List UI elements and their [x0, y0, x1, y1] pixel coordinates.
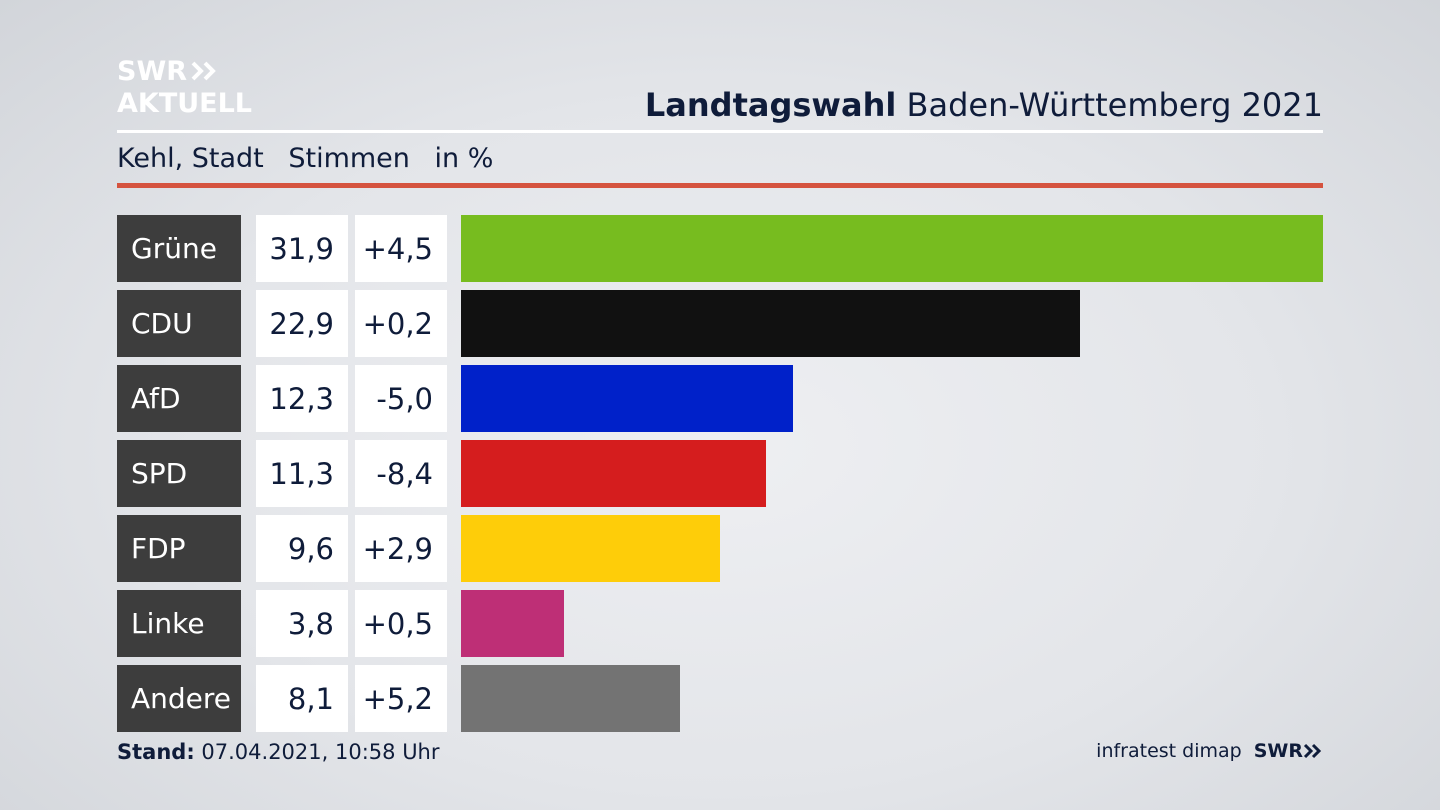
source-text: infratest dimap — [1096, 740, 1242, 762]
stand-value: 07.04.2021, 10:58 Uhr — [201, 740, 440, 764]
swr-aktuell-logo: SWR AKTUELL — [117, 55, 253, 119]
chevrons-icon — [191, 61, 216, 81]
result-bar — [461, 665, 680, 732]
result-row: CDU 22,9 +0,2 — [117, 290, 1323, 357]
footer-swr-text: SWR — [1253, 740, 1303, 762]
vote-share-value: 11,3 — [256, 440, 348, 507]
footer-chevrons-icon — [1303, 743, 1322, 759]
vote-share-value: 12,3 — [256, 365, 348, 432]
party-label: Grüne — [117, 215, 241, 282]
logo-aktuell-text: AKTUELL — [117, 88, 253, 119]
result-bar — [461, 215, 1323, 282]
result-bar — [461, 515, 720, 582]
vote-share-value: 22,9 — [256, 290, 348, 357]
footer-swr-logo: SWR — [1254, 740, 1323, 762]
party-label: AfD — [117, 365, 241, 432]
page-title: Landtagswahl Baden-Württemberg 2021 — [645, 86, 1323, 124]
source-credit: infratest dimap SWR — [1096, 740, 1323, 762]
result-row: Linke 3,8 +0,5 — [117, 590, 1323, 657]
accent-divider — [117, 183, 1323, 188]
subtitle-unit: in % — [434, 143, 494, 174]
vote-change-value: -5,0 — [355, 365, 447, 432]
vote-change-value: +0,2 — [355, 290, 447, 357]
result-row: AfD 12,3 -5,0 — [117, 365, 1323, 432]
result-row: FDP 9,6 +2,9 — [117, 515, 1323, 582]
result-bar — [461, 440, 766, 507]
subtitle-measure: Stimmen — [288, 143, 410, 174]
vote-change-value: +0,5 — [355, 590, 447, 657]
vote-share-value: 31,9 — [256, 215, 348, 282]
vote-change-value: +4,5 — [355, 215, 447, 282]
vote-share-value: 9,6 — [256, 515, 348, 582]
header-divider — [117, 130, 1323, 133]
party-label: Linke — [117, 590, 241, 657]
result-bar — [461, 290, 1080, 357]
party-label: Andere — [117, 665, 241, 732]
title-rest: Baden-Württemberg 2021 — [906, 86, 1324, 124]
result-row: SPD 11,3 -8,4 — [117, 440, 1323, 507]
vote-change-value: +2,9 — [355, 515, 447, 582]
party-label: SPD — [117, 440, 241, 507]
timestamp: Stand: 07.04.2021, 10:58 Uhr — [117, 740, 440, 764]
stand-label: Stand: — [117, 740, 195, 764]
vote-share-value: 3,8 — [256, 590, 348, 657]
subtitle-region: Kehl, Stadt — [117, 143, 264, 174]
logo-swr-text: SWR — [117, 55, 188, 87]
subtitle: Kehl, Stadt Stimmen in % — [117, 143, 509, 174]
title-bold: Landtagswahl — [644, 86, 897, 124]
party-label: CDU — [117, 290, 241, 357]
result-row: Andere 8,1 +5,2 — [117, 665, 1323, 732]
result-row: Grüne 31,9 +4,5 — [117, 215, 1323, 282]
vote-share-value: 8,1 — [256, 665, 348, 732]
vote-change-value: +5,2 — [355, 665, 447, 732]
vote-change-value: -8,4 — [355, 440, 447, 507]
result-bar — [461, 365, 793, 432]
result-bar — [461, 590, 564, 657]
party-label: FDP — [117, 515, 241, 582]
